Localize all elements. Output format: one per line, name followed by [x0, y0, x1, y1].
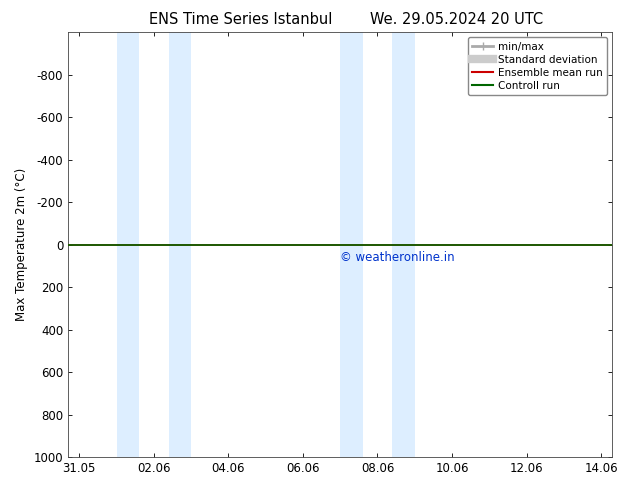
Y-axis label: Max Temperature 2m (°C): Max Temperature 2m (°C) [15, 168, 28, 321]
Bar [117, 32, 139, 457]
Bar [392, 32, 415, 457]
Text: We. 29.05.2024 20 UTC: We. 29.05.2024 20 UTC [370, 12, 543, 27]
Bar [169, 32, 191, 457]
Bar [340, 32, 363, 457]
Text: ENS Time Series Istanbul: ENS Time Series Istanbul [149, 12, 333, 27]
Text: © weatheronline.in: © weatheronline.in [340, 250, 455, 264]
Legend: min/max, Standard deviation, Ensemble mean run, Controll run: min/max, Standard deviation, Ensemble me… [468, 37, 607, 95]
